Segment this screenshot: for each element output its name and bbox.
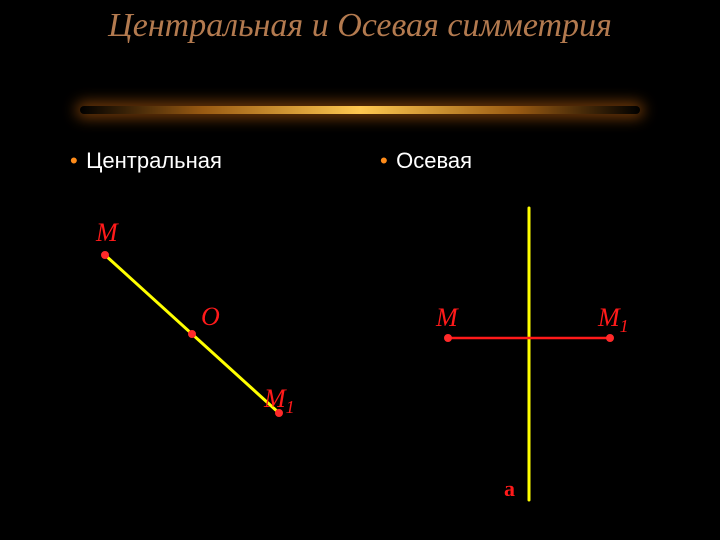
label-axial-a: а — [504, 476, 515, 502]
axial-point-m — [445, 335, 452, 342]
bullet-right: Осевая — [380, 148, 472, 174]
bullet-dot-icon — [380, 148, 390, 174]
slide: Центральная и Осевая симметрия Центральн… — [0, 0, 720, 540]
bullet-dot-icon — [70, 148, 80, 174]
label-central-m: М — [96, 218, 118, 248]
slide-title: Центральная и Осевая симметрия — [0, 0, 720, 45]
bullet-left: Центральная — [70, 148, 222, 174]
diagram-layer — [0, 0, 720, 540]
bullet-right-text: Осевая — [396, 148, 472, 173]
central-point-o — [189, 331, 196, 338]
label-axial-m: М — [436, 303, 458, 333]
central-point-m — [102, 252, 109, 259]
label-axial-m1: М1 — [598, 303, 629, 337]
label-central-m1: М1 — [264, 384, 295, 418]
bullet-left-text: Центральная — [86, 148, 222, 173]
central-line — [105, 255, 279, 413]
title-divider — [80, 106, 640, 114]
label-central-o: О — [201, 302, 220, 332]
